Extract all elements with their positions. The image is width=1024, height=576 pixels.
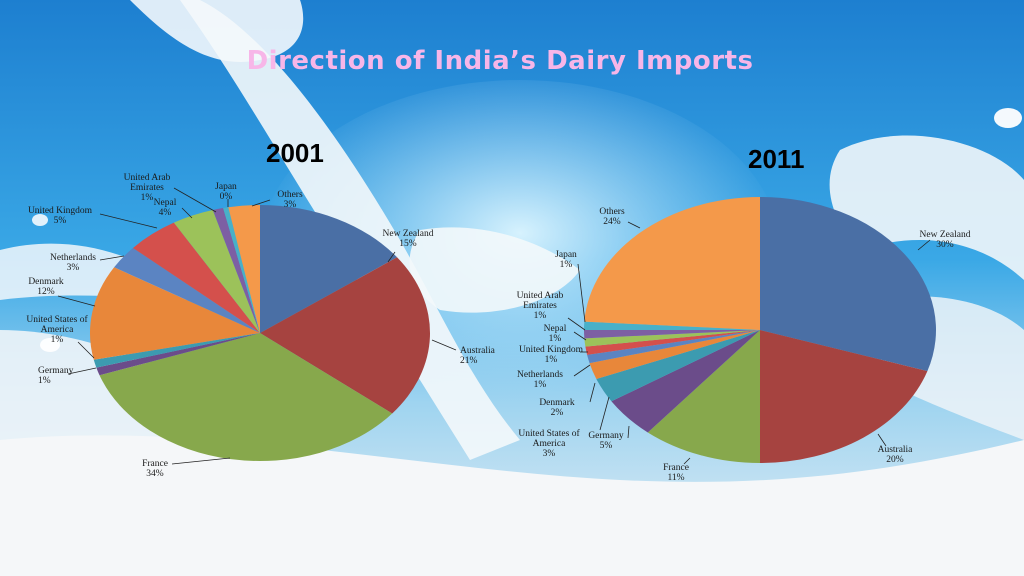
leader-line-2011-germany: [627, 425, 630, 439]
leader-line-2011-france: [683, 457, 691, 465]
slice-2011-new-zealand: [760, 196, 937, 372]
slice-2001-denmark: [89, 267, 260, 360]
leader-line-2001-united-arab-emirates: [173, 187, 217, 213]
leader-line-2001-new-zealand: [387, 251, 396, 263]
slice-2011-denmark: [589, 330, 760, 379]
slice-2011-united-states-of-america: [596, 330, 760, 402]
leader-line-2001-france: [171, 457, 231, 465]
leader-line-2001-australia: [431, 339, 457, 351]
slice-2001-australia: [260, 257, 431, 414]
data-label-2001-united-arab-emirates: United Arab Emirates 1%: [124, 173, 171, 203]
slice-2001-united-states-of-america: [93, 333, 261, 368]
data-label-2011-united-states-of-america: United States of America 3%: [518, 428, 580, 459]
slice-2001-japan: [223, 207, 260, 333]
leader-line-2011-united-states-of-america: [599, 396, 610, 431]
data-label-2011-germany: Germany 5%: [588, 431, 624, 451]
page-title: Direction of India’s Dairy Imports: [246, 46, 754, 76]
data-label-2011-nepal: Nepal 1%: [544, 324, 567, 344]
data-label-2001-netherlands: Netherlands 3%: [50, 253, 96, 273]
leader-line-2011-united-arab-emirates: [567, 317, 586, 331]
leader-line-2011-new-zealand: [917, 239, 931, 251]
data-label-2011-others: Others 24%: [599, 207, 625, 227]
slice-2001-germany: [96, 333, 260, 376]
data-label-2001-new-zealand: New Zealand 15%: [383, 229, 434, 249]
data-label-2001-france: France 34%: [142, 459, 168, 479]
data-label-2001-others: Others 3%: [277, 190, 303, 210]
leader-line-2001-germany: [67, 367, 97, 375]
leader-line-2001-united-states-of-america: [77, 341, 95, 359]
chart-title-2001: 2001: [266, 138, 324, 168]
data-label-2001-united-states-of-america: United States of America 1%: [26, 314, 88, 345]
data-label-2001-nepal: Nepal 4%: [154, 198, 177, 218]
data-label-2001-japan: Japan 0%: [215, 182, 237, 202]
data-label-2011-united-arab-emirates: United Arab Emirates 1%: [517, 291, 564, 321]
leader-line-2011-nepal: [573, 331, 587, 341]
data-label-2011-france: France 11%: [663, 463, 689, 483]
leader-line-2011-australia: [877, 433, 887, 447]
slice-2011-united-arab-emirates: [584, 330, 760, 339]
data-label-2001-australia: Australia 21%: [460, 346, 496, 366]
leader-line-2011-others: [627, 221, 641, 229]
leader-line-2001-united-kingdom: [99, 213, 158, 229]
leader-line-2011-netherlands: [573, 364, 591, 377]
data-label-2001-united-kingdom: United Kingdom 5%: [28, 206, 93, 226]
slice-2011-nepal: [584, 330, 760, 347]
data-label-2011-japan: Japan 1%: [555, 250, 577, 270]
leader-line-2001-denmark: [57, 295, 96, 307]
slice-2011-australia: [760, 330, 928, 463]
pie-chart-2011: New Zealand 30% Australia 20% France 11% Germa…: [517, 196, 971, 483]
data-label-2011-denmark: Denmark 2%: [539, 398, 575, 418]
slice-2001-nepal: [173, 210, 260, 333]
pie-chart-2001: New Zealand 15% Australia 21% France 34% Germa…: [26, 173, 495, 479]
slice-2001-united-arab-emirates: [212, 208, 260, 333]
data-label-2001-germany: Germany 1%: [38, 366, 74, 386]
slice-2001-united-kingdom: [132, 222, 260, 333]
leader-line-2001-others: [251, 199, 271, 207]
slice-2001-netherlands: [114, 247, 261, 333]
data-label-2011-new-zealand: New Zealand 30%: [920, 230, 971, 250]
slice-2001-new-zealand: [260, 205, 398, 333]
slice-2011-japan: [584, 321, 760, 330]
data-label-2011-netherlands: Netherlands 1%: [517, 370, 563, 390]
chart-title-2011: 2011: [748, 144, 805, 174]
leader-line-2011-japan: [577, 263, 586, 323]
leader-line-2011-denmark: [589, 382, 596, 403]
data-label-2011-australia: Australia 20%: [878, 445, 914, 465]
data-label-2001-denmark: Denmark 12%: [28, 277, 64, 297]
slice-2001-france: [99, 333, 393, 462]
slice-2011-germany: [611, 330, 760, 433]
slice-2001-others: [228, 205, 260, 333]
slice-2011-france: [647, 330, 760, 463]
slice-2011-others: [584, 197, 760, 330]
leader-line-2001-netherlands: [99, 255, 125, 261]
leader-line-2001-nepal: [181, 207, 193, 219]
data-label-2011-united-kingdom: United Kingdom 1%: [519, 345, 584, 365]
slice-2011-united-kingdom: [585, 330, 760, 355]
slice-2011-netherlands: [587, 330, 760, 364]
